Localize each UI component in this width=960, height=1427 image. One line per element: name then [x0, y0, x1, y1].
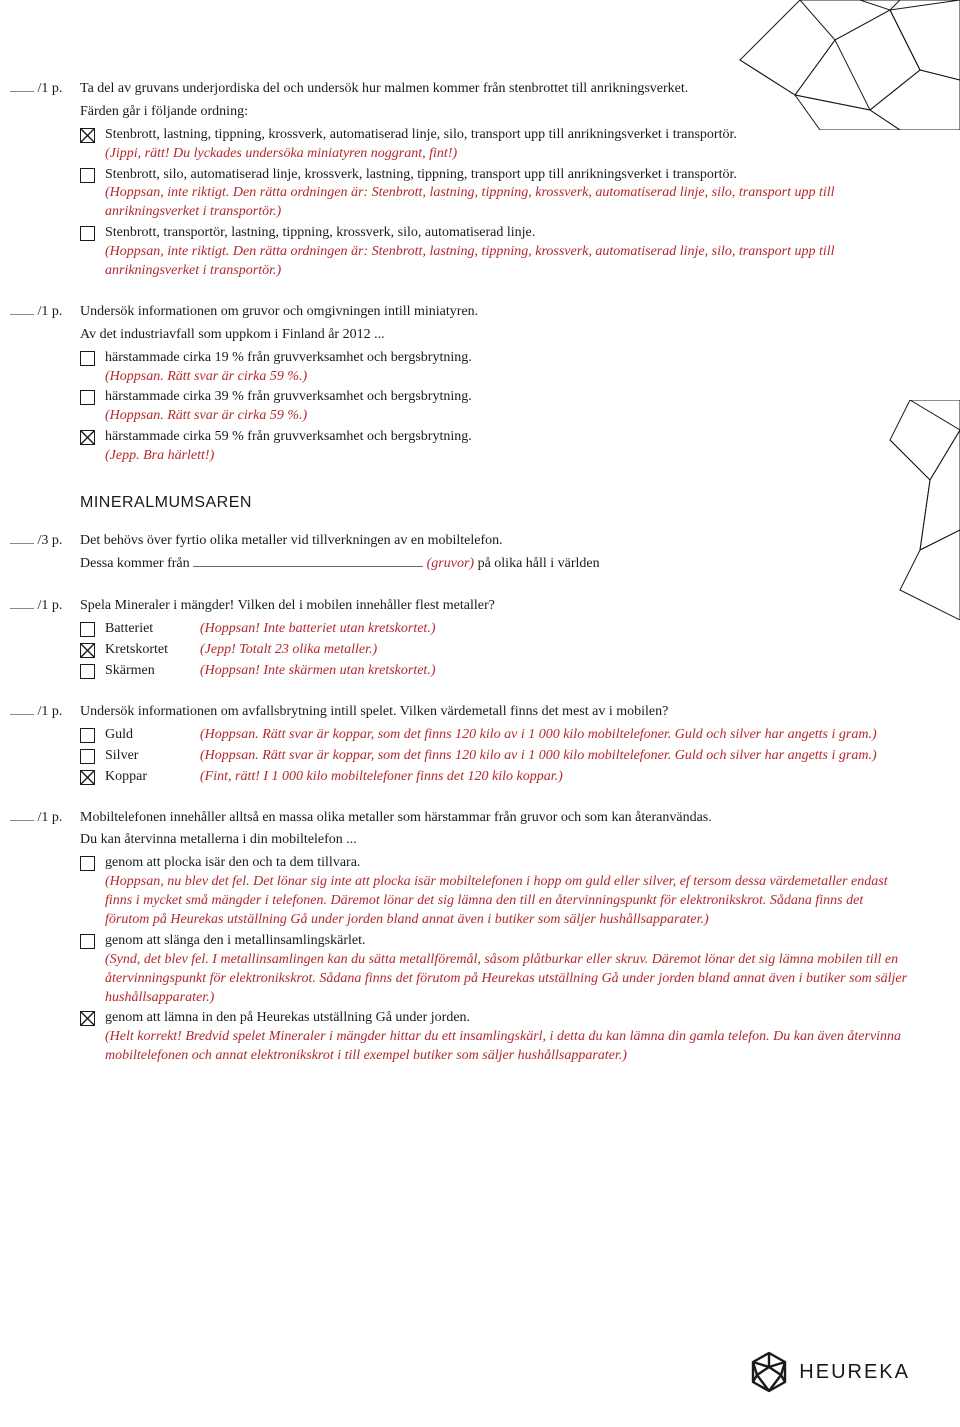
checkbox-empty-icon[interactable] [80, 351, 95, 366]
checkbox-empty-icon[interactable] [80, 622, 95, 637]
q2-intro2: Av det industriavfall som uppkom i Finla… [80, 326, 910, 345]
q5-opt2-label: Silver [105, 747, 200, 766]
section-heading: MINERALMUMSAREN [80, 492, 910, 514]
q3-line2: Dessa kommer från (gruvor) på olika håll… [80, 555, 910, 574]
q4-opt1-label: Batteriet [105, 620, 200, 639]
points-3: /3 p. [10, 532, 80, 578]
q2-opt1-label: härstammade cirka 19 % från gruvverksamh… [105, 349, 910, 368]
q5-opt1-label: Guld [105, 726, 200, 745]
q6-opt2-label: genom att slänga den i metallinsamlingsk… [105, 932, 910, 951]
q3-answer: (gruvor) [427, 556, 474, 571]
q4-intro: Spela Mineraler i mängder! Vilken del i … [80, 597, 910, 616]
q1-opt1-feedback: (Jippi, rätt! Du lyckades undersöka mini… [105, 145, 910, 164]
q5-intro: Undersök informationen om avfallsbrytnin… [80, 703, 910, 722]
q6-opt2-feedback: (Synd, det blev fel. I metallinsamlingen… [105, 951, 910, 1008]
heureka-logo-icon [749, 1351, 789, 1393]
q5-opt3-feedback: (Fint, rätt! I 1 000 kilo mobiltelefoner… [200, 768, 910, 787]
q4-option-2[interactable]: Kretskortet (Jepp! Totalt 23 olika metal… [80, 641, 910, 660]
q4-option-1[interactable]: Batteriet (Hoppsan! Inte batteriet utan … [80, 620, 910, 639]
q6-opt3-label: genom att lämna in den på Heurekas utstä… [105, 1009, 910, 1028]
q5-opt1-feedback: (Hoppsan. Rätt svar är koppar, som det f… [200, 726, 910, 745]
checkbox-checked-icon[interactable] [80, 643, 95, 658]
q6-option-1[interactable]: genom att plocka isär den och ta dem til… [80, 854, 910, 930]
checkbox-checked-icon[interactable] [80, 770, 95, 785]
checkbox-empty-icon[interactable] [80, 168, 95, 183]
points-2: /1 p. [10, 303, 80, 468]
q4-opt2-feedback: (Jepp! Totalt 23 olika metaller.) [200, 641, 377, 660]
checkbox-empty-icon[interactable] [80, 664, 95, 679]
q4-opt2-label: Kretskortet [105, 641, 200, 660]
q4-opt1-feedback: (Hoppsan! Inte batteriet utan kretskorte… [200, 620, 435, 639]
checkbox-empty-icon[interactable] [80, 390, 95, 405]
question-3: /3 p. Det behövs över fyrtio olika metal… [10, 532, 910, 578]
q6-opt1-label: genom att plocka isär den och ta dem til… [105, 854, 910, 873]
q2-option-3[interactable]: härstammade cirka 59 % från gruvverksamh… [80, 428, 910, 466]
q5-opt2-feedback: (Hoppsan. Rätt svar är koppar, som det f… [200, 747, 910, 766]
q2-option-1[interactable]: härstammade cirka 19 % från gruvverksamh… [80, 349, 910, 387]
q5-option-1[interactable]: Guld (Hoppsan. Rätt svar är koppar, som … [80, 726, 910, 745]
q1-opt3-feedback: (Hoppsan, inte riktigt. Den rätta ordnin… [105, 243, 910, 281]
q6-opt3-feedback: (Helt korrekt! Bredvid spelet Mineraler … [105, 1028, 910, 1066]
q6-opt1-feedback: (Hoppsan, nu blev det fel. Det lönar sig… [105, 873, 910, 930]
heureka-logo-text: HEUREKA [799, 1359, 910, 1386]
q2-opt2-feedback: (Hoppsan. Rätt svar är cirka 59 %.) [105, 407, 910, 426]
q6-option-3[interactable]: genom att lämna in den på Heurekas utstä… [80, 1009, 910, 1066]
q5-option-2[interactable]: Silver (Hoppsan. Rätt svar är koppar, so… [80, 747, 910, 766]
q5-opt3-label: Koppar [105, 768, 200, 787]
q2-opt3-feedback: (Jepp. Bra härlett!) [105, 447, 910, 466]
points-1: /1 p. [10, 80, 80, 283]
checkbox-checked-icon[interactable] [80, 430, 95, 445]
decorative-network-top [400, 0, 960, 130]
q3-line1: Det behövs över fyrtio olika metaller vi… [80, 532, 910, 551]
q1-option-2[interactable]: Stenbrott, silo, automatiserad linje, kr… [80, 166, 910, 223]
q4-opt3-label: Skärmen [105, 662, 200, 681]
question-4: /1 p. Spela Mineraler i mängder! Vilken … [10, 597, 910, 683]
points-5: /1 p. [10, 703, 80, 789]
q2-intro1: Undersök informationen om gruvor och omg… [80, 303, 910, 322]
checkbox-checked-icon[interactable] [80, 1011, 95, 1026]
q2-option-2[interactable]: härstammade cirka 39 % från gruvverksamh… [80, 388, 910, 426]
q4-option-3[interactable]: Skärmen (Hoppsan! Inte skärmen utan kret… [80, 662, 910, 681]
checkbox-empty-icon[interactable] [80, 856, 95, 871]
checkbox-empty-icon[interactable] [80, 728, 95, 743]
checkbox-empty-icon[interactable] [80, 226, 95, 241]
points-4: /1 p. [10, 597, 80, 683]
q1-option-1[interactable]: Stenbrott, lastning, tippning, krossverk… [80, 126, 910, 164]
q1-opt2-feedback: (Hoppsan, inte riktigt. Den rätta ordnin… [105, 184, 910, 222]
heureka-logo: HEUREKA [749, 1351, 910, 1393]
question-2: /1 p. Undersök informationen om gruvor o… [10, 303, 910, 468]
q2-opt1-feedback: (Hoppsan. Rätt svar är cirka 59 %.) [105, 368, 910, 387]
q1-opt3-label: Stenbrott, transportör, lastning, tippni… [105, 224, 910, 243]
q6-intro2: Du kan återvinna metallerna i din mobilt… [80, 831, 910, 850]
q2-opt2-label: härstammade cirka 39 % från gruvverksamh… [105, 388, 910, 407]
checkbox-empty-icon[interactable] [80, 934, 95, 949]
decorative-network-side [840, 400, 960, 620]
q1-option-3[interactable]: Stenbrott, transportör, lastning, tippni… [80, 224, 910, 281]
question-5: /1 p. Undersök informationen om avfallsb… [10, 703, 910, 789]
q2-opt3-label: härstammade cirka 59 % från gruvverksamh… [105, 428, 910, 447]
q6-intro1: Mobiltelefonen innehåller alltså en mass… [80, 809, 910, 828]
question-6: /1 p. Mobiltelefonen innehåller alltså e… [10, 809, 910, 1069]
checkbox-empty-icon[interactable] [80, 749, 95, 764]
checkbox-checked-icon[interactable] [80, 128, 95, 143]
q6-option-2[interactable]: genom att slänga den i metallinsamlingsk… [80, 932, 910, 1008]
q1-opt2-label: Stenbrott, silo, automatiserad linje, kr… [105, 166, 910, 185]
points-6: /1 p. [10, 809, 80, 1069]
q4-opt3-feedback: (Hoppsan! Inte skärmen utan kretskortet.… [200, 662, 435, 681]
q5-option-3[interactable]: Koppar (Fint, rätt! I 1 000 kilo mobilte… [80, 768, 910, 787]
